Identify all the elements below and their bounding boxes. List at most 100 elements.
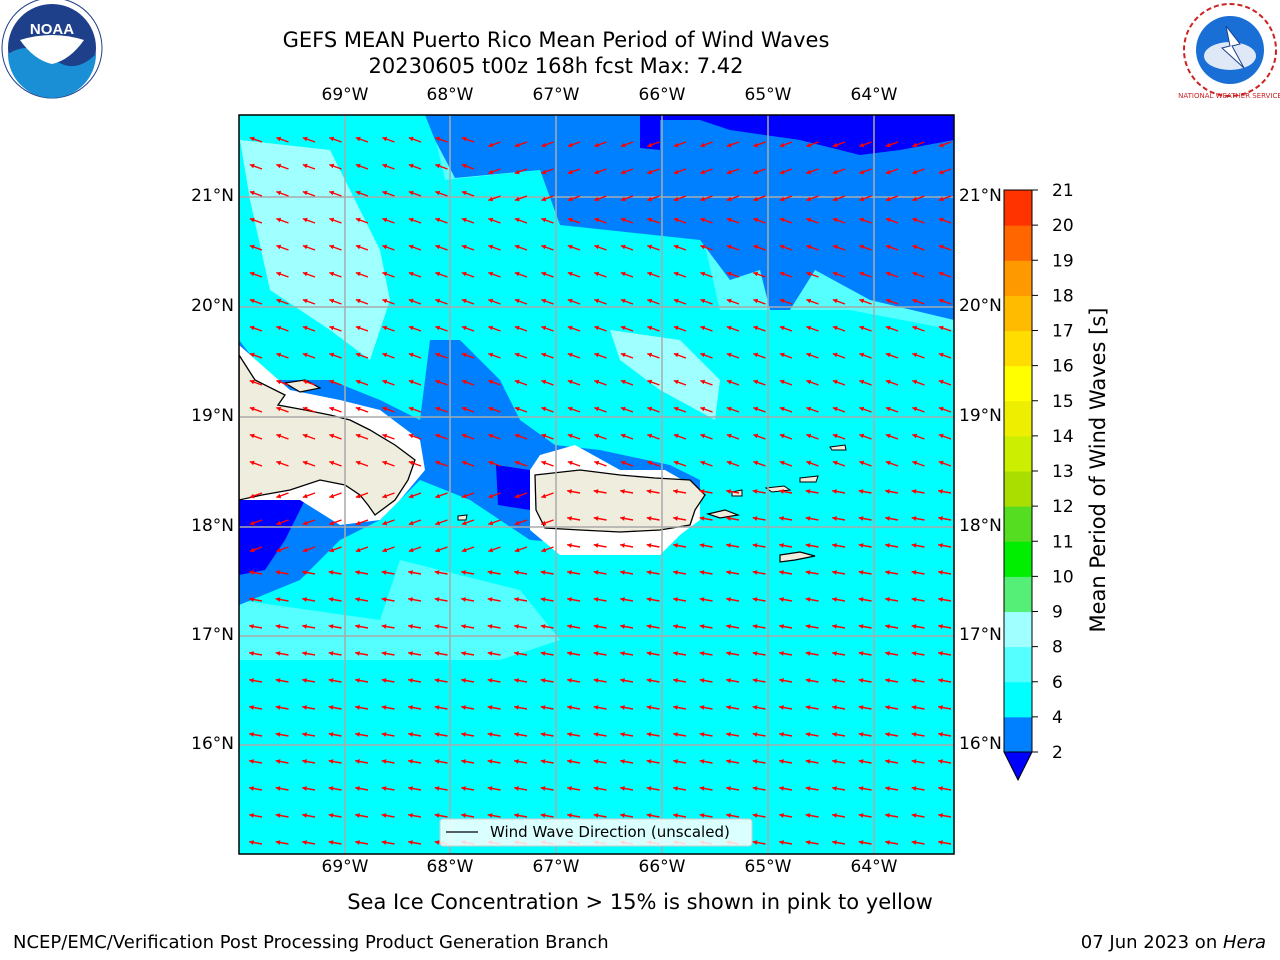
wave-direction-arrowhead — [938, 325, 944, 331]
wave-direction-arrowhead — [620, 271, 626, 277]
wave-direction-arrowhead — [911, 570, 917, 575]
wave-direction-arrowhead — [328, 651, 334, 656]
wave-direction-arrowhead — [488, 547, 494, 553]
wave-direction-arrowhead — [567, 271, 573, 277]
wave-direction-arrowhead — [885, 460, 891, 466]
wave-direction-arrowhead — [461, 493, 467, 499]
wave-direction-arrowhead — [779, 840, 784, 845]
wave-direction-arrowhead — [249, 678, 254, 683]
wave-direction-arrowhead — [832, 169, 838, 175]
wave-direction-arrowhead — [726, 352, 732, 358]
wave-direction-arrowhead — [276, 352, 282, 358]
wave-direction-arrowhead — [673, 460, 679, 466]
wave-direction-arrowhead — [355, 298, 361, 304]
wave-direction-arrowhead — [434, 705, 440, 710]
wave-direction-arrowhead — [541, 196, 547, 202]
wave-direction-arrowhead — [646, 624, 652, 629]
wave-direction-arrowhead — [355, 678, 360, 683]
wave-direction-arrowhead — [726, 570, 731, 575]
wave-direction-arrowhead — [700, 142, 706, 148]
wave-direction-arrowhead — [779, 298, 785, 304]
wave-direction-arrowhead — [700, 379, 706, 385]
wave-direction-arrowhead — [938, 379, 944, 385]
wave-direction-arrowhead — [620, 786, 625, 791]
wave-direction-arrowhead — [673, 759, 678, 764]
wave-direction-arrowhead — [461, 460, 467, 466]
wave-direction-arrowhead — [832, 786, 837, 791]
wave-direction-arrowhead — [859, 244, 865, 250]
wave-direction-arrowhead — [435, 493, 441, 499]
wave-direction-arrowhead — [382, 460, 388, 466]
wave-direction-arrowhead — [726, 142, 732, 148]
wave-direction-arrowhead — [381, 570, 387, 575]
wave-direction-arrowhead — [276, 493, 282, 499]
wave-direction-arrowhead — [408, 217, 414, 223]
wave-direction-arrowhead — [699, 651, 705, 656]
wave-direction-arrowhead — [435, 352, 441, 358]
wave-direction-arrowhead — [487, 732, 493, 737]
wave-direction-arrowhead — [461, 217, 467, 223]
wave-direction-arrowhead — [435, 298, 441, 304]
colorbar-swatch — [1004, 435, 1032, 472]
wave-direction-arrowhead — [355, 406, 361, 412]
wave-direction-arrowhead — [408, 813, 413, 818]
wave-direction-arrowhead — [594, 196, 600, 202]
wave-direction-arrowhead — [646, 651, 652, 656]
wave-direction-arrowhead — [594, 325, 600, 331]
wave-direction-arrowhead — [699, 678, 705, 683]
wave-direction-arrowhead — [249, 493, 255, 499]
wave-direction-arrowhead — [911, 678, 917, 683]
wave-direction-arrowhead — [858, 624, 864, 629]
wave-direction-arrowhead — [541, 325, 547, 331]
wave-direction-arrowhead — [938, 840, 943, 845]
wave-direction-arrowhead — [276, 271, 282, 277]
wave-direction-arrowhead — [779, 196, 785, 202]
wave-direction-arrowhead — [302, 460, 308, 466]
wave-direction-arrowhead — [620, 543, 625, 548]
wave-direction-arrowhead — [699, 624, 705, 629]
wave-direction-arrowhead — [276, 547, 282, 553]
wave-direction-arrowhead — [779, 678, 784, 683]
wave-direction-arrowhead — [885, 840, 890, 845]
wave-direction-arrowhead — [885, 705, 890, 710]
wave-direction-arrowhead — [540, 705, 546, 710]
wave-direction-arrowhead — [382, 520, 388, 526]
lon-label-top: 68°W — [426, 85, 474, 105]
wave-direction-arrowhead — [488, 406, 494, 412]
wave-direction-arrowhead — [700, 271, 706, 277]
wave-direction-arrowhead — [620, 379, 626, 385]
wave-direction-arrowhead — [673, 516, 678, 521]
wave-direction-arrowhead — [487, 759, 493, 764]
wave-direction-arrowhead — [488, 520, 494, 526]
wave-direction-arrowhead — [355, 570, 360, 575]
wave-direction-arrowhead — [355, 217, 361, 223]
wave-direction-arrowhead — [275, 840, 281, 845]
wave-direction-arrowhead — [487, 813, 493, 818]
wave-direction-arrowhead — [514, 520, 520, 526]
wave-direction-arrowhead — [434, 597, 440, 602]
wave-direction-arrowhead — [514, 142, 520, 148]
wave-direction-arrowhead — [461, 547, 467, 553]
wave-direction-arrowhead — [912, 352, 918, 358]
wave-direction-arrowhead — [461, 597, 466, 602]
wave-direction-arrowhead — [700, 217, 706, 223]
land-tortola — [799, 475, 819, 483]
wave-direction-arrowhead — [249, 244, 255, 250]
wave-direction-arrowhead — [540, 570, 546, 575]
wave-direction-arrowhead — [806, 169, 812, 175]
wave-direction-arrowhead — [355, 705, 360, 710]
wave-direction-arrowhead — [249, 651, 254, 656]
wave-direction-arrowhead — [488, 244, 494, 250]
wave-direction-arrowhead — [752, 705, 758, 710]
colorbar-tick-label: 11 — [1052, 532, 1074, 552]
wave-direction-arrowhead — [593, 759, 599, 764]
wave-direction-arrowhead — [805, 786, 811, 791]
wave-direction-arrowhead — [567, 325, 573, 331]
wave-direction-arrowhead — [328, 732, 334, 737]
wave-direction-arrowhead — [673, 786, 678, 791]
wave-direction-arrowhead — [700, 352, 706, 358]
wave-direction-arrowhead — [355, 624, 360, 629]
wave-direction-arrowhead — [408, 732, 413, 737]
wave-direction-arrowhead — [832, 759, 837, 764]
wave-direction-arrowhead — [938, 352, 944, 358]
